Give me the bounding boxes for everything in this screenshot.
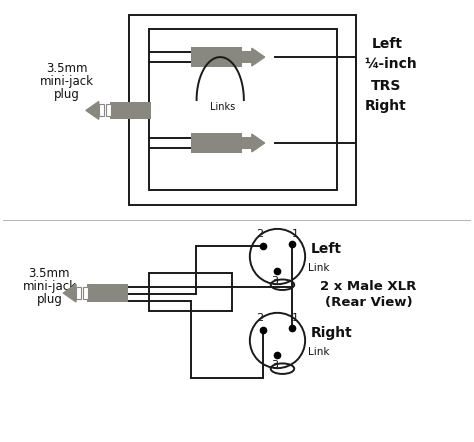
Bar — [83, 287, 88, 299]
Text: Link: Link — [308, 347, 329, 357]
Text: 3: 3 — [271, 276, 278, 286]
Bar — [87, 284, 128, 302]
Text: 1: 1 — [292, 313, 299, 323]
Text: Right: Right — [311, 326, 353, 339]
Text: (Rear View): (Rear View) — [325, 297, 412, 309]
Polygon shape — [252, 48, 264, 66]
Text: mini-jack: mini-jack — [22, 280, 76, 293]
Bar — [191, 133, 242, 153]
Polygon shape — [252, 134, 264, 152]
Text: Left: Left — [371, 37, 402, 51]
Text: 3.5mm: 3.5mm — [28, 267, 70, 280]
Bar — [76, 287, 81, 299]
Text: plug: plug — [54, 88, 80, 101]
Bar — [242, 51, 252, 63]
Bar — [129, 15, 356, 205]
Text: 1: 1 — [292, 229, 299, 239]
Polygon shape — [63, 284, 76, 302]
Text: Link: Link — [308, 263, 329, 274]
Bar — [149, 273, 232, 311]
Bar — [149, 30, 337, 191]
Text: 2 x Male XLR: 2 x Male XLR — [320, 280, 417, 293]
Text: 2: 2 — [256, 229, 263, 239]
Text: 2: 2 — [256, 313, 263, 323]
Bar — [242, 137, 252, 149]
Text: 3.5mm: 3.5mm — [46, 62, 88, 76]
Text: Left: Left — [311, 242, 342, 255]
Bar — [99, 104, 104, 116]
Text: ¼-inch: ¼-inch — [365, 57, 417, 71]
Text: 3: 3 — [271, 360, 278, 370]
Text: Right: Right — [365, 99, 406, 114]
Text: mini-jack: mini-jack — [40, 75, 94, 88]
Bar — [109, 102, 151, 119]
Text: TRS: TRS — [371, 79, 401, 93]
Polygon shape — [86, 102, 99, 119]
Text: plug: plug — [36, 293, 62, 305]
Bar — [106, 104, 110, 116]
Bar — [191, 47, 242, 67]
Text: Links: Links — [210, 102, 235, 112]
